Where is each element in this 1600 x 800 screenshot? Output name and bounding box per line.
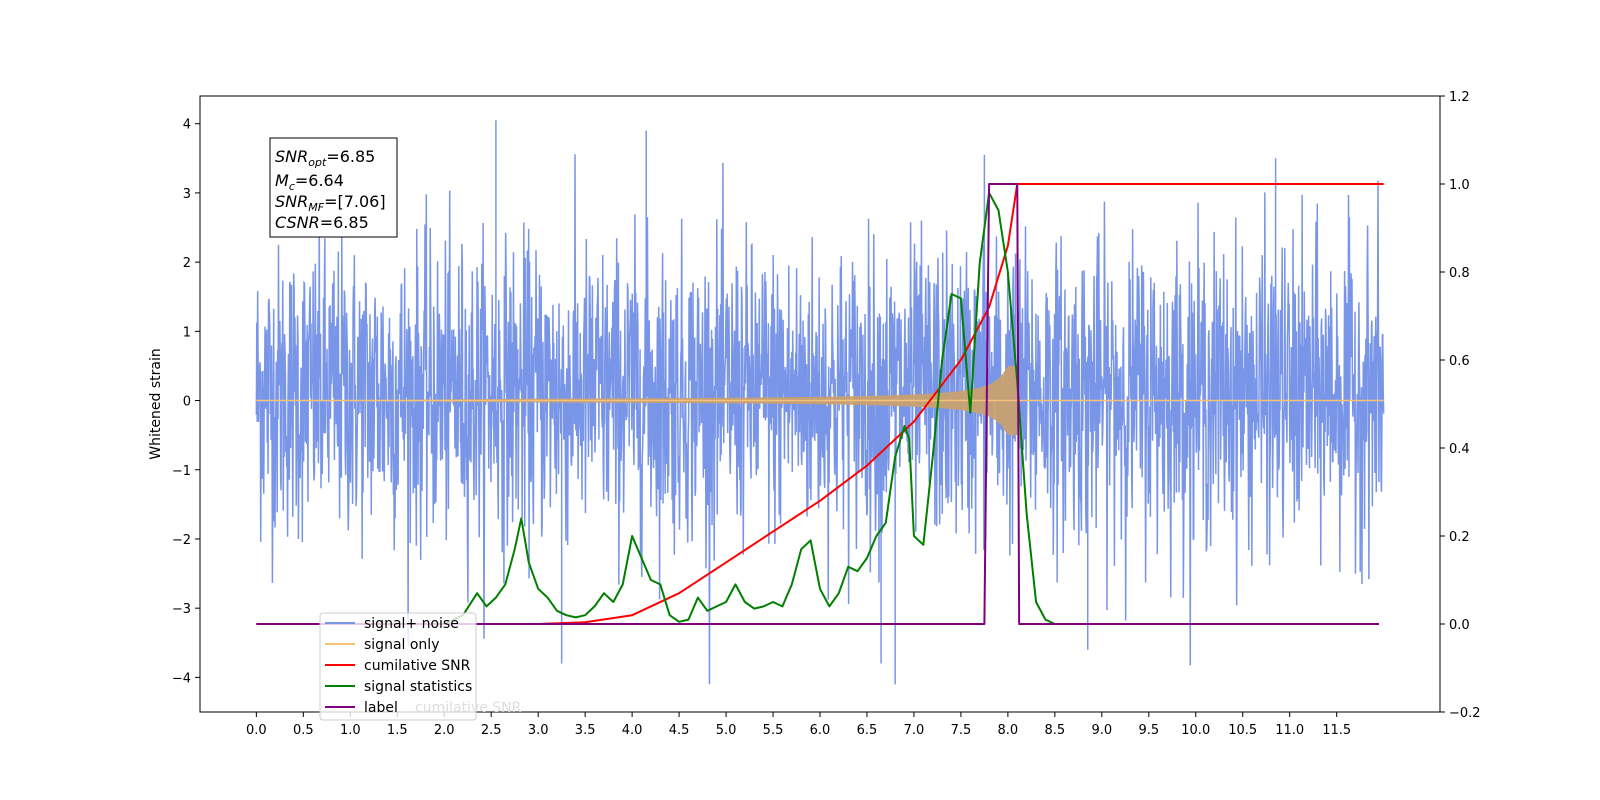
x-tick-label: 7.5: [951, 723, 972, 738]
legend-label-cumulative-snr: cumilative SNR: [364, 658, 471, 674]
x-tick-label: 6.5: [857, 723, 878, 738]
legend-frame: [319, 612, 477, 721]
series-cumulative-snr: [256, 183, 1384, 625]
x-tick-label: 8.0: [998, 723, 1019, 738]
x-tick-label: 1.0: [340, 723, 361, 738]
x-tick-label: 3.0: [528, 723, 549, 738]
stat-snr-mf: SNRMF=[7.06]: [275, 192, 386, 214]
y-left-tick-label: 0: [183, 395, 191, 410]
x-tick-label: 2.5: [481, 723, 502, 738]
plot-area: [255, 120, 1385, 685]
y-right-tick-label: 1.0: [1449, 178, 1470, 193]
y-left-tick-label: −3: [172, 602, 191, 617]
legend-label-signal-only: signal only: [364, 637, 439, 653]
x-tick-label: 1.5: [387, 723, 408, 738]
x-tick-label: 9.5: [1138, 723, 1159, 738]
y-right-tick-label: 0.2: [1449, 530, 1470, 545]
x-tick-label: 6.0: [810, 723, 831, 738]
x-tick-label: 2.0: [434, 723, 455, 738]
y-left-tick-label: 1: [183, 325, 191, 340]
y-right-tick-label: 0.8: [1449, 266, 1470, 281]
legend-label-signal-noise: signal+ noise: [364, 616, 459, 632]
x-tick-label: 11.5: [1322, 723, 1351, 738]
y-left-tick-label: 2: [183, 256, 191, 271]
y-right-tick-label: 0.4: [1449, 442, 1470, 457]
y-right-tick-label: 1.2: [1449, 90, 1470, 105]
axes: 0.0 0.5 1.0 1.5 2.0 2.5 3.0 3.5 4.0 4.5 5.0 5.5 6.0 6…: [172, 90, 1481, 738]
legend: cumilative SNR signal+ noise signal only…: [319, 612, 522, 721]
x-tick-label: 8.5: [1045, 723, 1066, 738]
x-tick-label: 4.5: [669, 723, 690, 738]
series-label: [256, 183, 1379, 625]
stat-chirp-mass: Mc=6.64: [275, 171, 344, 193]
legend-label-signal-statistics: signal statistics: [364, 679, 472, 695]
x-tick-label: 9.0: [1091, 723, 1112, 738]
x-tick-label: 5.0: [716, 723, 737, 738]
y-left-tick-label: −2: [172, 533, 191, 548]
stat-csnr: CSNR=6.85: [275, 213, 369, 232]
x-tick-label: 3.5: [575, 723, 596, 738]
x-tick-label: 0.0: [246, 723, 267, 738]
x-tick-label: 10.5: [1228, 723, 1257, 738]
y-left-tick-label: −4: [172, 671, 191, 686]
y-left-tick-label: 3: [183, 187, 191, 202]
series-signal-statistics: [443, 191, 1149, 625]
stat-snr-opt: SNRopt=6.85: [275, 147, 375, 169]
x-tick-label: 7.0: [904, 723, 925, 738]
y-right-tick-label: 0.0: [1449, 618, 1470, 633]
y-left-tick-label: 4: [183, 118, 191, 133]
x-tick-label: 5.5: [763, 723, 784, 738]
stats-box: SNRopt=6.85 Mc=6.64 SNRMF=[7.06] CSNR=6.…: [269, 137, 398, 238]
x-tick-label: 4.0: [622, 723, 643, 738]
y-right-tick-label: −0.2: [1449, 706, 1481, 721]
y-axis-label: Whitened strain: [148, 348, 164, 459]
y-left-tick-label: −1: [172, 464, 191, 479]
y-right-tick-label: 0.6: [1449, 354, 1470, 369]
x-tick-label: 10.0: [1181, 723, 1210, 738]
x-tick-label: 0.5: [293, 723, 314, 738]
legend-label-label: label: [364, 700, 398, 716]
stats-box-frame: [269, 137, 398, 238]
legend-hidden-text: cumilative SNR: [415, 700, 522, 716]
x-tick-label: 11.0: [1275, 723, 1304, 738]
